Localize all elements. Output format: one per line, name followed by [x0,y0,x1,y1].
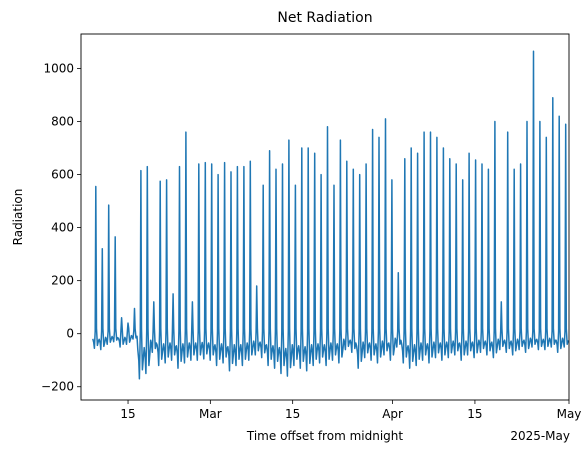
x-tick-label: Mar [199,407,222,421]
x-tick-label: May [557,407,582,421]
plot-frame [80,33,570,401]
y-tick-label: 600 [51,168,74,182]
x-offset-label: 2025-May [510,429,570,443]
x-axis: 15 Mar 15 Apr 15 May [120,400,581,421]
x-tick-label: Apr [382,407,403,421]
y-axis: −200 0 200 400 600 800 1000 [41,61,81,394]
x-axis-title: Time offset from midnight [246,429,403,443]
y-tick-label: 1000 [43,61,74,75]
y-tick-label: 0 [66,327,74,341]
x-tick-label: 15 [120,407,135,421]
plot-area [80,33,570,401]
x-tick-label: 15 [285,407,300,421]
y-tick-label: 200 [51,274,74,288]
y-axis-title: Radiation [11,189,25,246]
series-line [92,50,569,380]
y-tick-label: −200 [41,380,74,394]
chart-title: Net Radiation [277,10,372,26]
y-tick-label: 400 [51,221,74,235]
x-tick-label: 15 [467,407,482,421]
y-tick-label: 800 [51,115,74,129]
series-layer [92,50,569,380]
